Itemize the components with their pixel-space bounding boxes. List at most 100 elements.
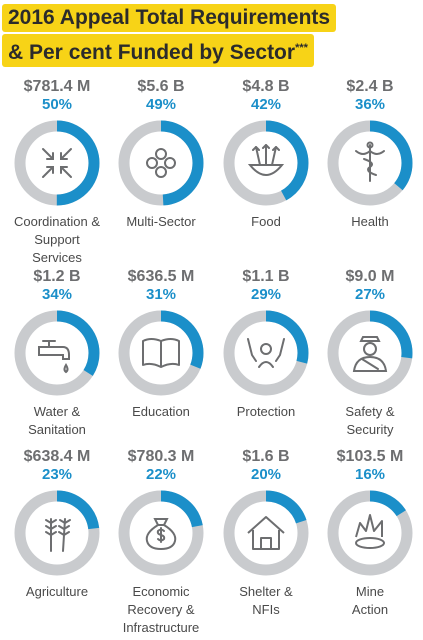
sector-cell: $9.0 M 27% Safety & Security: [317, 268, 423, 439]
money-bag-icon: [145, 518, 177, 551]
funded-arc: [223, 310, 309, 396]
sector-label-line: Economic: [132, 584, 190, 599]
sector-amount: $1.1 B: [242, 268, 290, 285]
sector-donut: [327, 310, 413, 396]
title-line-2: & Per cent Funded by Sector***: [2, 34, 314, 67]
sector-amount: $103.5 M: [336, 448, 404, 465]
sector-label: Food: [213, 213, 319, 231]
sector-label-line: Action: [351, 602, 389, 617]
sector-cell: $2.4 B 36% Health: [317, 78, 423, 231]
sector-cell: $638.4 M 23% Agriculture: [4, 448, 110, 601]
sector-percent: 36%: [354, 96, 386, 113]
sector-amount: $780.3 M: [127, 448, 195, 465]
sector-percent: 50%: [41, 96, 73, 113]
sector-label: Agriculture: [4, 583, 110, 601]
funded-arc: [223, 490, 309, 576]
funded-arc: [14, 490, 100, 576]
sector-label-line: Agriculture: [25, 584, 89, 599]
sector-label-line: Safety &: [345, 404, 395, 419]
sector-label-line: Recovery &: [127, 602, 195, 617]
sector-donut: [118, 490, 204, 576]
mine-explosion-icon: [355, 514, 385, 549]
sector-percent: 27%: [354, 286, 386, 303]
funded-arc: [327, 490, 413, 576]
sector-label-line: Water &: [33, 404, 81, 419]
sector-donut: [327, 490, 413, 576]
sector-label-line: Services: [32, 250, 82, 265]
sector-label: Shelter & NFIs: [213, 583, 319, 619]
sector-amount: $781.4 M: [23, 78, 91, 95]
sector-label-line: Health: [351, 214, 389, 229]
sector-label: Water & Sanitation: [4, 403, 110, 439]
sector-label: Multi-Sector: [108, 213, 214, 231]
sector-donut: [14, 490, 100, 576]
sector-percent: 34%: [41, 286, 73, 303]
sector-label: Coordination & Support Services: [4, 213, 110, 267]
sector-cell: $5.6 B 49% Multi-Sector: [108, 78, 214, 231]
caduceus-icon: [355, 141, 385, 182]
sector-amount: $638.4 M: [23, 448, 91, 465]
sector-percent: 20%: [250, 466, 282, 483]
sector-amount: $636.5 M: [127, 268, 195, 285]
sector-label-line: Protection: [236, 404, 296, 419]
sector-amount: $5.6 B: [137, 78, 185, 95]
house-icon: [247, 516, 285, 550]
sector-label-line: Shelter &: [239, 584, 293, 599]
funded-arc: [14, 310, 100, 396]
sector-donut: [223, 310, 309, 396]
sector-cell: $781.4 M 50% Coordination & Support Services: [4, 78, 110, 267]
funded-arc: [118, 490, 204, 576]
water-tap-icon: [38, 340, 70, 374]
sector-donut: [223, 490, 309, 576]
sector-label-line: Coordination &: [14, 214, 100, 229]
sector-cell: $1.2 B 34% Water & Sanitation: [4, 268, 110, 439]
sector-cell: $4.8 B 42% Food: [213, 78, 319, 231]
sector-label-line: Education: [132, 404, 190, 419]
sector-percent: 49%: [145, 96, 177, 113]
sector-label-line: Sanitation: [28, 422, 86, 437]
sector-label: Health: [317, 213, 423, 231]
sector-percent: 42%: [250, 96, 282, 113]
funded-arc: [14, 120, 100, 206]
sector-label: Safety & Security: [317, 403, 423, 439]
sector-label: Economic Recovery & Infrastructure: [108, 583, 214, 637]
wheat-icon: [45, 518, 71, 552]
sector-donut: [327, 120, 413, 206]
sector-donut: [223, 120, 309, 206]
sector-percent: 22%: [145, 466, 177, 483]
sector-percent: 31%: [145, 286, 177, 303]
sector-cell: $1.6 B 20% Shelter & NFIs: [213, 448, 319, 619]
title-line-1: 2016 Appeal Total Requirements: [2, 4, 337, 32]
sector-amount: $1.2 B: [33, 268, 81, 285]
sector-label-line: NFIs: [252, 602, 280, 617]
sector-label-line: Multi-Sector: [126, 214, 196, 229]
sector-amount: $1.6 B: [242, 448, 290, 465]
sector-percent: 16%: [354, 466, 386, 483]
arrows-inward-icon: [42, 148, 72, 178]
sector-label-line: Mine: [355, 584, 385, 599]
open-book-icon: [142, 338, 180, 368]
funded-arc: [118, 120, 204, 206]
sector-label-line: Support: [34, 232, 80, 247]
title-footnote-mark: ***: [295, 42, 308, 54]
chart-title: 2016 Appeal Total Requirements & Per cen…: [2, 4, 348, 69]
sector-amount: $9.0 M: [345, 268, 395, 285]
protected-person-icon: [247, 338, 285, 368]
sector-label: Protection: [213, 403, 319, 421]
title-text-1: 2016 Appeal Total Requirements: [8, 6, 331, 29]
sector-cell: $780.3 M 22% Economic Recovery & Infrastruct…: [108, 448, 214, 637]
title-text-2: & Per cent Funded by Sector: [8, 41, 296, 64]
funded-arc: [118, 310, 204, 396]
circles-icon: [146, 148, 176, 178]
sector-donut: [118, 120, 204, 206]
sector-donut: [14, 310, 100, 396]
sector-cell: $636.5 M 31% Education: [108, 268, 214, 421]
sector-donut: [14, 120, 100, 206]
sector-label: Education: [108, 403, 214, 421]
sector-label-line: Infrastructure: [122, 620, 200, 635]
funded-arc: [327, 310, 413, 396]
grain-bowl-icon: [247, 144, 285, 176]
sector-percent: 29%: [250, 286, 282, 303]
funded-arc: [223, 120, 309, 206]
sector-donut: [118, 310, 204, 396]
